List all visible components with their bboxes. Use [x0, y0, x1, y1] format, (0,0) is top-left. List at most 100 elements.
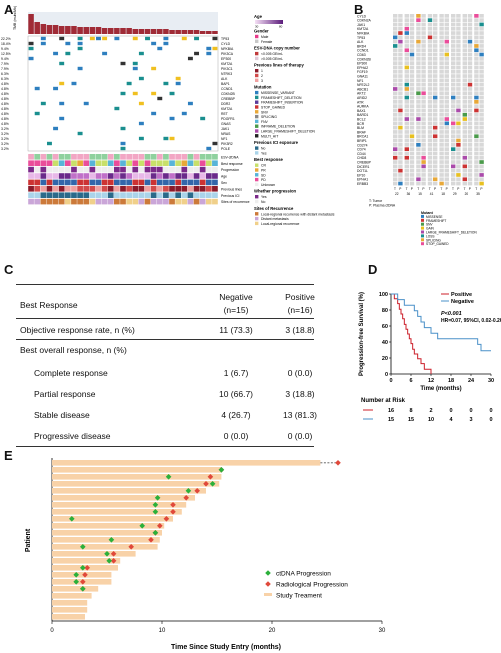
heatmap-cell	[479, 35, 484, 40]
heatmap-cell	[416, 108, 421, 113]
legend-item: Yes	[261, 195, 267, 199]
heatmap-cell	[474, 151, 479, 156]
heatmap-cell	[467, 112, 473, 117]
tmb-bar	[120, 28, 126, 34]
x-tick-label: 0	[50, 628, 54, 634]
heatmap-cell	[479, 125, 484, 130]
heatmap-cell	[421, 112, 426, 117]
heatmap-cell	[433, 52, 438, 57]
heatmap-cell	[467, 26, 473, 31]
heatmap-cell	[409, 74, 415, 78]
heatmap-cell	[439, 108, 444, 113]
tmb-bar	[126, 28, 132, 34]
heatmap-cell	[474, 78, 479, 83]
mutation-cell	[65, 51, 71, 56]
heatmap-cell	[467, 164, 473, 169]
annotation-cell	[89, 186, 96, 192]
annotation-cell	[126, 154, 132, 160]
heatmap-cell	[439, 48, 444, 53]
risk-value: 0	[449, 408, 452, 414]
risk-value: 0	[469, 408, 472, 414]
annotation-cell	[163, 192, 169, 198]
risk-value: 8	[409, 408, 412, 414]
annotation-cell	[71, 192, 77, 198]
legend-item: SD	[261, 173, 266, 177]
mutation-cell	[169, 136, 175, 141]
heatmap-cell	[479, 104, 484, 108]
heatmap-cell	[479, 108, 484, 113]
tp-label: P	[480, 187, 482, 191]
annotation-cell	[144, 160, 151, 166]
mutation-cell	[83, 101, 89, 106]
annotation-cell	[95, 154, 102, 160]
annotation-cell	[52, 192, 59, 198]
tmb-bar	[138, 29, 145, 34]
heatmap-cell	[393, 57, 398, 61]
heatmap-cell	[421, 78, 426, 83]
heatmap-cell	[451, 108, 456, 113]
heatmap-cell	[456, 78, 461, 83]
heatmap-cell	[462, 108, 467, 113]
legend-swatch	[255, 78, 259, 82]
risk-value: 4	[449, 417, 453, 423]
legend-swatch	[255, 129, 259, 133]
heatmap-cell	[398, 78, 403, 83]
gene-pct: 9.4%	[1, 57, 9, 61]
heatmap-cell	[409, 134, 415, 139]
heatmap-cell	[416, 31, 421, 35]
row-label: Stable disease	[34, 410, 90, 420]
heatmap-cell	[427, 65, 433, 70]
treatment-bar	[52, 586, 99, 592]
heatmap-cell	[462, 78, 467, 83]
heatmap-cell	[456, 48, 461, 53]
heatmap-cell	[421, 104, 426, 108]
annotation-cell	[52, 179, 59, 186]
annotation-cell	[175, 154, 182, 160]
gene-name: POLE	[221, 147, 231, 151]
heatmap-cell	[433, 177, 438, 182]
heatmap-cell	[462, 177, 467, 182]
heatmap-cell	[393, 26, 398, 31]
mutation-cell	[40, 36, 46, 41]
gene-name: AKT2	[357, 92, 366, 96]
tmb-bar	[150, 29, 157, 34]
legend-swatch	[421, 230, 424, 234]
annotation-cell	[34, 179, 41, 186]
heatmap-cell	[409, 95, 415, 100]
heatmap-cell	[451, 95, 456, 100]
gene-name: CHD8	[357, 156, 366, 160]
heatmap-cell	[474, 108, 479, 113]
heatmap-cell	[427, 52, 433, 57]
heatmap-cell	[467, 104, 473, 108]
annotation-cell	[95, 173, 102, 179]
risk-value: 2	[429, 408, 432, 414]
treatment-bar	[52, 593, 92, 599]
mutation-cell	[114, 36, 120, 41]
x-tick-label: 30	[379, 628, 386, 634]
heatmap-cell	[421, 160, 426, 164]
gene-name: NRAS	[221, 132, 231, 136]
heatmap-cell	[462, 164, 467, 169]
heatmap-cell	[398, 31, 403, 35]
heatmap-cell	[462, 134, 467, 139]
annotation-cell	[58, 173, 65, 179]
heatmap-cell	[409, 177, 415, 182]
heatmap-cell	[404, 78, 409, 83]
annotation-cell	[150, 166, 157, 173]
annotation-cell	[126, 160, 132, 166]
legend-title: Mutation	[254, 85, 272, 90]
mutation-cell	[151, 91, 157, 96]
annotation-cell	[175, 192, 182, 198]
annotation-cell	[187, 173, 194, 179]
heatmap-cell	[409, 181, 415, 186]
heatmap-cell	[404, 87, 409, 91]
heatmap-cell	[444, 48, 449, 53]
ctdna-marker	[106, 558, 112, 564]
heatmap-cell	[393, 65, 398, 70]
heatmap-cell	[409, 164, 415, 169]
annotation-cell	[212, 192, 218, 198]
gene-name: JAK1	[357, 23, 365, 27]
mutation-cell	[138, 51, 144, 56]
annotation-cell	[138, 192, 145, 198]
